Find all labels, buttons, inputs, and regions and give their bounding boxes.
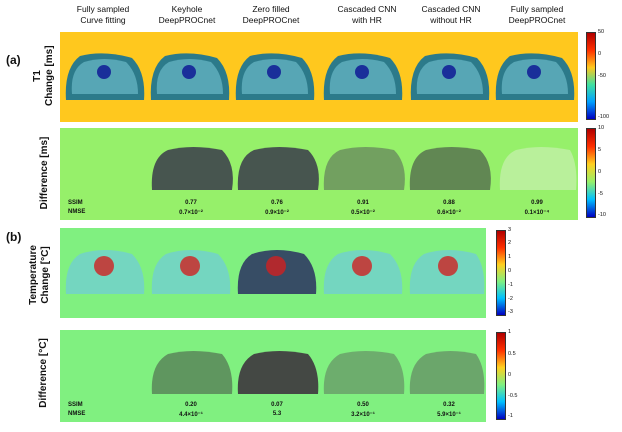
colorbar-tick: 50: [598, 29, 605, 35]
colorbar-tick: 0: [508, 268, 512, 274]
t1-difference-colorbar: [586, 128, 596, 218]
column-header-text: Fully sampled DeepPROCnet: [508, 4, 566, 25]
t1-change-image-1: [65, 53, 145, 100]
nmse-value: 4.4×10⁻¹: [179, 412, 203, 418]
t1-difference-image-4: [323, 147, 405, 190]
temp-difference-row-label: Difference [°C]: [38, 338, 49, 408]
ssim-value: 0.76: [271, 200, 283, 206]
t1-difference-image-2: [151, 147, 233, 190]
t1-change-image-6: [495, 53, 575, 100]
t1-change-image-4: [323, 53, 403, 100]
nmse-label: NMSE: [68, 411, 86, 417]
t1-change-image-2: [150, 53, 230, 100]
row-label-line2: Change [ms]: [44, 45, 55, 106]
nmse-label: NMSE: [68, 209, 86, 215]
column-header-text: Cascaded CNN with HR: [337, 4, 397, 25]
row-label-line1: T1: [32, 70, 43, 82]
temp-difference-image-5: [409, 351, 485, 394]
colorbar-tick: -50: [598, 73, 606, 79]
nmse-value: 0.1×10⁻⁴: [524, 210, 550, 216]
ssim-value: 0.88: [443, 200, 455, 206]
column-header-text: Cascaded CNN without HR: [421, 4, 481, 25]
row-label-line1: Temperature: [28, 245, 39, 305]
colorbar-tick: 0: [598, 51, 602, 57]
temp-change-row-label: Temperature Change [°C]: [28, 235, 52, 315]
colorbar-tick: 0.5: [508, 351, 516, 357]
colorbar-tick: 2: [508, 240, 512, 246]
column-header-1: Fully sampled Curve fitting: [62, 4, 144, 26]
colorbar-tick: 1: [508, 254, 512, 260]
column-header-text: Keyhole DeepPROCnet: [158, 4, 216, 25]
temp-change-colorbar: [496, 230, 506, 316]
panel-a-label: (a): [6, 53, 21, 67]
temp-difference-colorbar: [496, 332, 506, 420]
t1-difference-image-3: [237, 147, 319, 190]
colorbar-tick: -1: [508, 282, 513, 288]
colorbar-tick: -100: [598, 114, 610, 120]
ssim-value: 0.50: [357, 402, 369, 408]
colorbar-tick: -0.5: [508, 393, 518, 399]
ssim-value: 0.91: [357, 200, 369, 206]
colorbar-tick: 3: [508, 227, 512, 233]
ssim-label: SSIM: [68, 402, 83, 408]
ssim-label: SSIM: [68, 200, 83, 206]
column-header-2: Keyhole DeepPROCnet: [146, 4, 228, 26]
column-header-4: Cascaded CNN with HR: [326, 4, 408, 26]
temp-difference-image-3: [237, 351, 319, 394]
t1-change-image-3: [235, 53, 315, 100]
colorbar-tick: 0: [598, 169, 602, 175]
t1-change-image-5: [410, 53, 490, 100]
row-label-line2: Change [°C]: [40, 246, 51, 304]
panel-b-label: (b): [6, 230, 22, 244]
t1-change-colorbar: [586, 32, 596, 120]
nmse-value: 0.7×10⁻²: [179, 210, 203, 216]
column-header-6: Fully sampled DeepPROCnet: [496, 4, 578, 26]
colorbar-tick: -10: [598, 212, 606, 218]
t1-difference-panel: SSIM NMSE 0.77 0.7×10⁻² 0.76 0.9×10⁻² 0.…: [60, 128, 578, 220]
colorbar-tick: -1: [508, 413, 513, 419]
nmse-value: 5.3: [272, 411, 282, 417]
ssim-value: 0.07: [271, 402, 283, 408]
temp-difference-image-4: [323, 351, 405, 394]
column-header-3: Zero filled DeepPROCnet: [230, 4, 312, 26]
t1-change-images: [65, 53, 575, 100]
temp-change-panel: [60, 228, 486, 318]
t1-difference-image-5: [409, 147, 491, 190]
colorbar-tick: -3: [508, 309, 513, 315]
ssim-value: 0.20: [185, 402, 197, 408]
ssim-value: 0.77: [185, 200, 197, 206]
colorbar-tick: -5: [598, 191, 603, 197]
ssim-value: 0.32: [443, 402, 455, 408]
colorbar-tick: 1: [508, 329, 512, 335]
nmse-value: 5.9×10⁻¹: [437, 412, 461, 418]
nmse-value: 0.5×10⁻²: [351, 210, 375, 216]
column-header-5: Cascaded CNN without HR: [410, 4, 492, 26]
t1-difference-images: [151, 147, 577, 190]
t1-change-panel: [60, 32, 578, 122]
colorbar-tick: -2: [508, 296, 513, 302]
column-header-text: Fully sampled Curve fitting: [76, 4, 130, 25]
colorbar-tick: 0: [508, 372, 512, 378]
temp-difference-panel: SSIM NMSE 0.20 4.4×10⁻¹ 0.07 5.3 0.50 3.…: [60, 330, 486, 422]
nmse-value: 3.2×10⁻¹: [351, 412, 375, 418]
nmse-value: 0.6×10⁻²: [437, 210, 461, 216]
t1-difference-image-6: [499, 147, 577, 190]
temp-change-images: [65, 250, 485, 294]
t1-difference-row-label: Difference [ms]: [39, 136, 50, 210]
temp-difference-images: [151, 351, 485, 394]
colorbar-tick: 5: [598, 147, 602, 153]
ssim-value: 0.99: [531, 200, 543, 206]
nmse-value: 0.9×10⁻²: [265, 210, 289, 216]
t1-change-row-label: T1 Change [ms]: [32, 45, 56, 106]
temp-difference-image-2: [151, 351, 233, 394]
colorbar-tick: 10: [598, 125, 605, 131]
column-header-text: Zero filled DeepPROCnet: [242, 4, 300, 25]
